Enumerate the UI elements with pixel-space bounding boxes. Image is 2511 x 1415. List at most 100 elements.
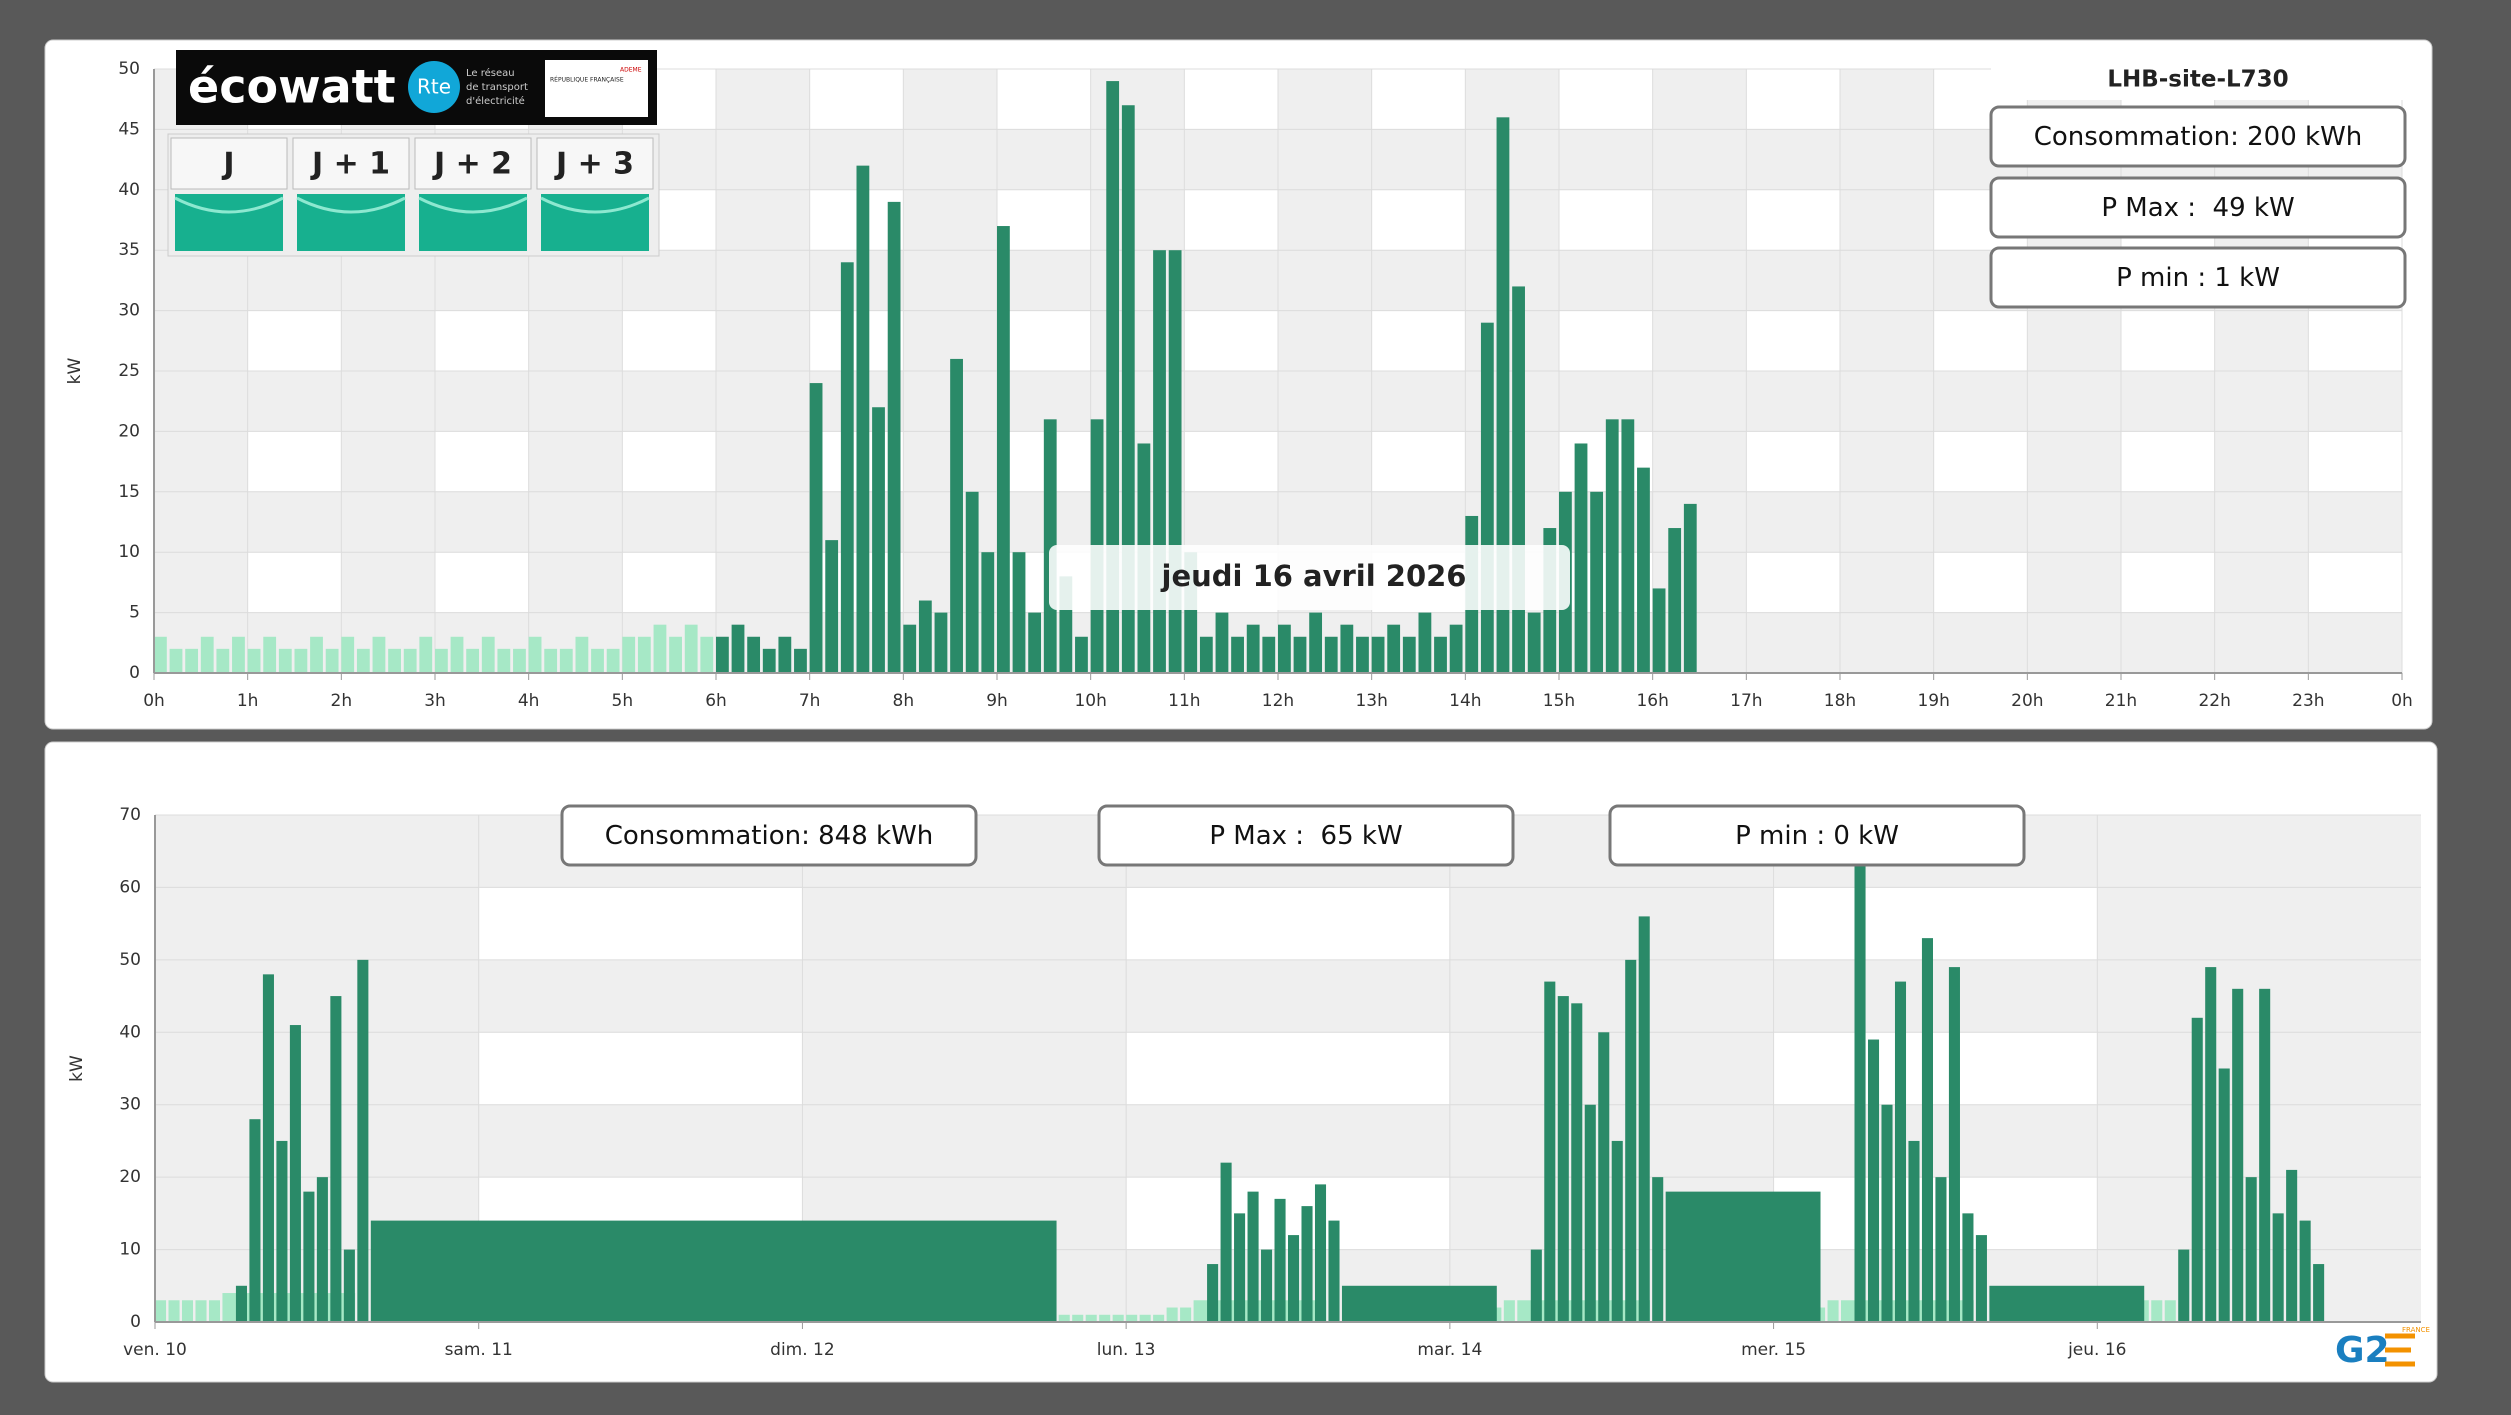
bar [1166,1307,1178,1322]
bar [276,1140,288,1322]
bar [1106,81,1120,673]
x-tick-label: sam. 11 [445,1340,513,1360]
bar [2286,1169,2298,1322]
bar [1139,1314,1151,1322]
bar [544,648,558,673]
y-tick-label: 45 [118,119,140,139]
bar [235,1285,247,1322]
bar [1012,552,1026,673]
bar [981,552,995,673]
bar [1571,1003,1583,1322]
bar [1043,419,1057,673]
stat-text: P min : 0 kW [1735,821,1899,851]
x-tick-label: 17h [1730,691,1762,711]
grid-band [478,1032,803,1105]
bar [872,407,885,673]
day-wave [540,196,650,214]
stat-box [1097,804,1515,867]
bar [294,648,308,673]
bar [1557,996,1569,1322]
bar [1683,503,1697,673]
y-tick-label: 50 [119,950,141,970]
grid-band [622,431,716,492]
bar [263,636,277,673]
rte-text: d'électricité [466,95,525,107]
bar [887,201,901,673]
bar [1247,1191,1259,1322]
bar [481,636,495,673]
ecowatt-widget[interactable]: écowatt Rte Le réseau de transport d'éle… [167,50,660,257]
bar [1989,1285,2145,1322]
grid-band [1371,431,1466,492]
bar [528,636,542,673]
bar [435,648,448,673]
stat-box [1608,804,2026,867]
y-tick-label: 10 [118,542,140,562]
bar [1418,612,1432,673]
grid-band [1559,310,1653,371]
x-tick-label: 2h [331,691,353,711]
bar [1058,1314,1070,1322]
x-tick-label: 4h [518,691,540,711]
grid-band [622,310,716,371]
bar [2164,1300,2176,1322]
y-tick-label: 5 [129,603,140,623]
x-tick-label: dim. 12 [770,1340,835,1360]
bar [2259,988,2271,1322]
partner-logos [545,60,648,117]
bar [154,636,167,673]
bar [700,636,714,673]
grid-band [1184,431,1278,492]
day-label-cell [414,137,532,190]
x-tick-label: 21h [2105,691,2137,711]
bar [1881,1104,1893,1322]
x-tick-label: mar. 14 [1417,1340,1482,1360]
grid-band [435,431,529,492]
x-tick-label: 23h [2292,691,2324,711]
y-tick-label: 40 [118,180,140,200]
bar [1262,636,1276,673]
grid-band [2121,310,2215,371]
grid-band [1371,69,1466,130]
g2-logo: G2 FRANCE [2335,1326,2430,1371]
date-label: jeudi 16 avril 2026 [1161,559,1467,593]
bar [716,636,729,673]
day-label-cell [292,137,410,190]
bar [419,636,433,673]
grid-band [1184,189,1278,251]
bar [747,636,761,673]
x-tick-label: 20h [2011,691,2043,711]
x-tick-label: 1h [237,691,259,711]
bar [249,1119,261,1322]
bar [762,648,776,673]
bar [341,636,355,673]
bar [1288,1235,1300,1322]
bar [1665,1191,1821,1322]
x-tick-label: ven. 10 [123,1340,187,1360]
x-tick-label: 19h [1917,691,1949,711]
bar [1590,491,1604,673]
bar [1231,636,1244,673]
day-label-cell [170,137,288,190]
bar [1652,1177,1664,1322]
logo-lines [2385,1333,2415,1367]
bar [1121,105,1135,674]
x-tick-label: 0h [2391,691,2413,711]
stat-text: P Max : 65 kW [1209,821,1402,851]
bar [1496,117,1510,673]
bar [1309,612,1323,673]
grid-band [997,310,1091,371]
bar [343,1249,355,1322]
bar [1574,443,1588,673]
bar [1962,1213,1974,1322]
bar [997,226,1010,674]
bar [2232,988,2244,1322]
bar [1099,1314,1111,1322]
y-tick-label: 50 [118,59,140,79]
bar [2245,1177,2257,1322]
grid-band [1773,1177,2098,1250]
bar [388,648,401,673]
bar [1668,528,1682,673]
bar [1215,612,1229,673]
day-wave [174,196,284,214]
